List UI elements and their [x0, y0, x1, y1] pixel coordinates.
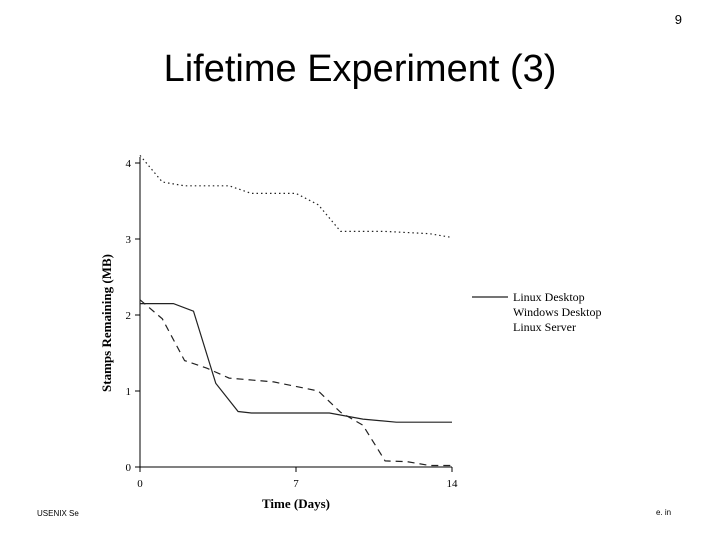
- series-line-linux-server: [139, 155, 453, 239]
- footer-left-text: USENIX Se: [37, 509, 79, 518]
- slide-number: 9: [674, 12, 682, 27]
- series-line-windows-desktop: [139, 299, 452, 467]
- y-tick-label: 0: [126, 462, 132, 474]
- series-line-linux-desktop: [140, 303, 452, 423]
- slide-title: Lifetime Experiment (3): [163, 48, 557, 90]
- legend-label: Linux Server: [513, 320, 576, 334]
- x-tick-label: 7: [293, 478, 299, 490]
- chart-series: [139, 155, 453, 467]
- y-tick-label: 2: [126, 310, 132, 322]
- legend-label: Windows Desktop: [513, 305, 602, 319]
- y-tick-label: 1: [126, 386, 132, 398]
- x-tick-label: 14: [447, 478, 459, 490]
- chart-axes: 0 1 2 3 4 0 7 14 Time (Days) Stamps Remaining (MB…: [99, 157, 458, 511]
- x-axis-title: Time (Days): [262, 496, 330, 511]
- x-tick-label: 0: [137, 478, 143, 490]
- y-tick-label: 4: [126, 158, 132, 170]
- footer-right-text: e. in: [656, 508, 672, 517]
- legend-label: Linux Desktop: [513, 290, 585, 304]
- y-tick-label: 3: [126, 234, 132, 246]
- y-axis-title: Stamps Remaining (MB): [99, 254, 114, 392]
